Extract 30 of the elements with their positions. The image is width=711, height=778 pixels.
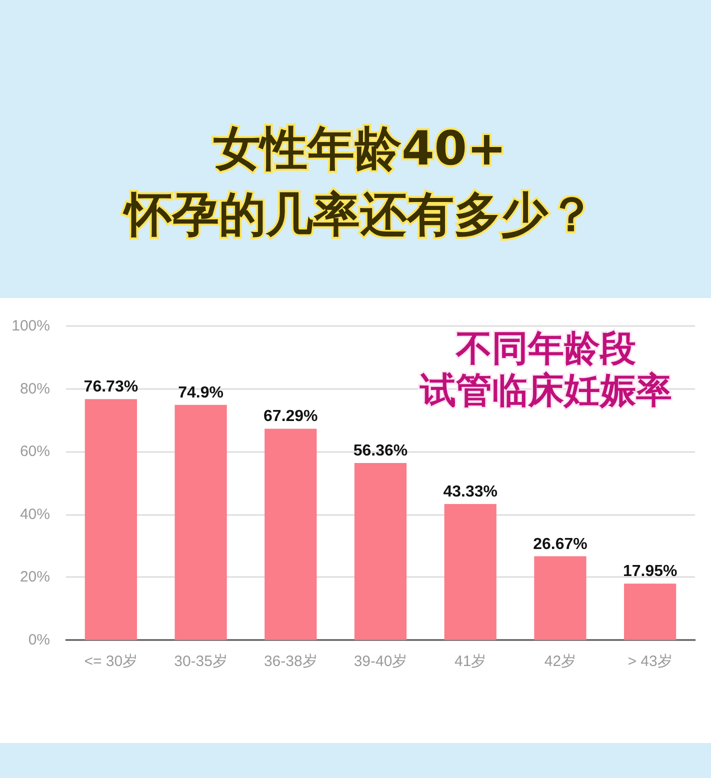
data-label: 43.33%: [443, 483, 498, 500]
chart-title: 女性年龄40+ 怀孕的几率还有多少？: [122, 122, 595, 242]
y-tick-label: 60%: [20, 443, 50, 460]
x-tick-label: > 43岁: [628, 653, 672, 670]
x-tick-label: 42岁: [544, 653, 576, 670]
bar: [444, 504, 496, 640]
chart-subtitle: 不同年龄段: [455, 328, 636, 370]
y-tick-label: 80%: [20, 380, 50, 398]
x-tick-label: <= 30岁: [84, 653, 138, 670]
data-label: 17.95%: [622, 563, 678, 580]
data-label: 26.67%: [533, 536, 588, 553]
data-label: 74.9%: [178, 384, 224, 402]
bar: [624, 584, 676, 640]
bar: [174, 404, 227, 640]
y-tick-label: 100%: [12, 318, 50, 334]
x-tick-label: 36-38岁: [264, 653, 318, 670]
annotation: 试管临床妊娠率: [419, 370, 672, 412]
y-tick-label: 40%: [20, 506, 50, 523]
bar: [264, 428, 317, 640]
bar: [84, 399, 137, 640]
bar: [354, 463, 407, 640]
x-tick-label: 39-40岁: [354, 653, 408, 670]
bar: [534, 556, 586, 640]
data-label: 67.29%: [264, 408, 318, 426]
x-tick-label: 41岁: [454, 653, 486, 670]
y-tick-label: 20%: [20, 568, 50, 586]
data-label: 56.36%: [353, 442, 408, 460]
x-tick-label: 30-35岁: [174, 653, 228, 670]
data-label: 76.73%: [84, 378, 138, 396]
y-tick-label: 0%: [28, 632, 50, 648]
